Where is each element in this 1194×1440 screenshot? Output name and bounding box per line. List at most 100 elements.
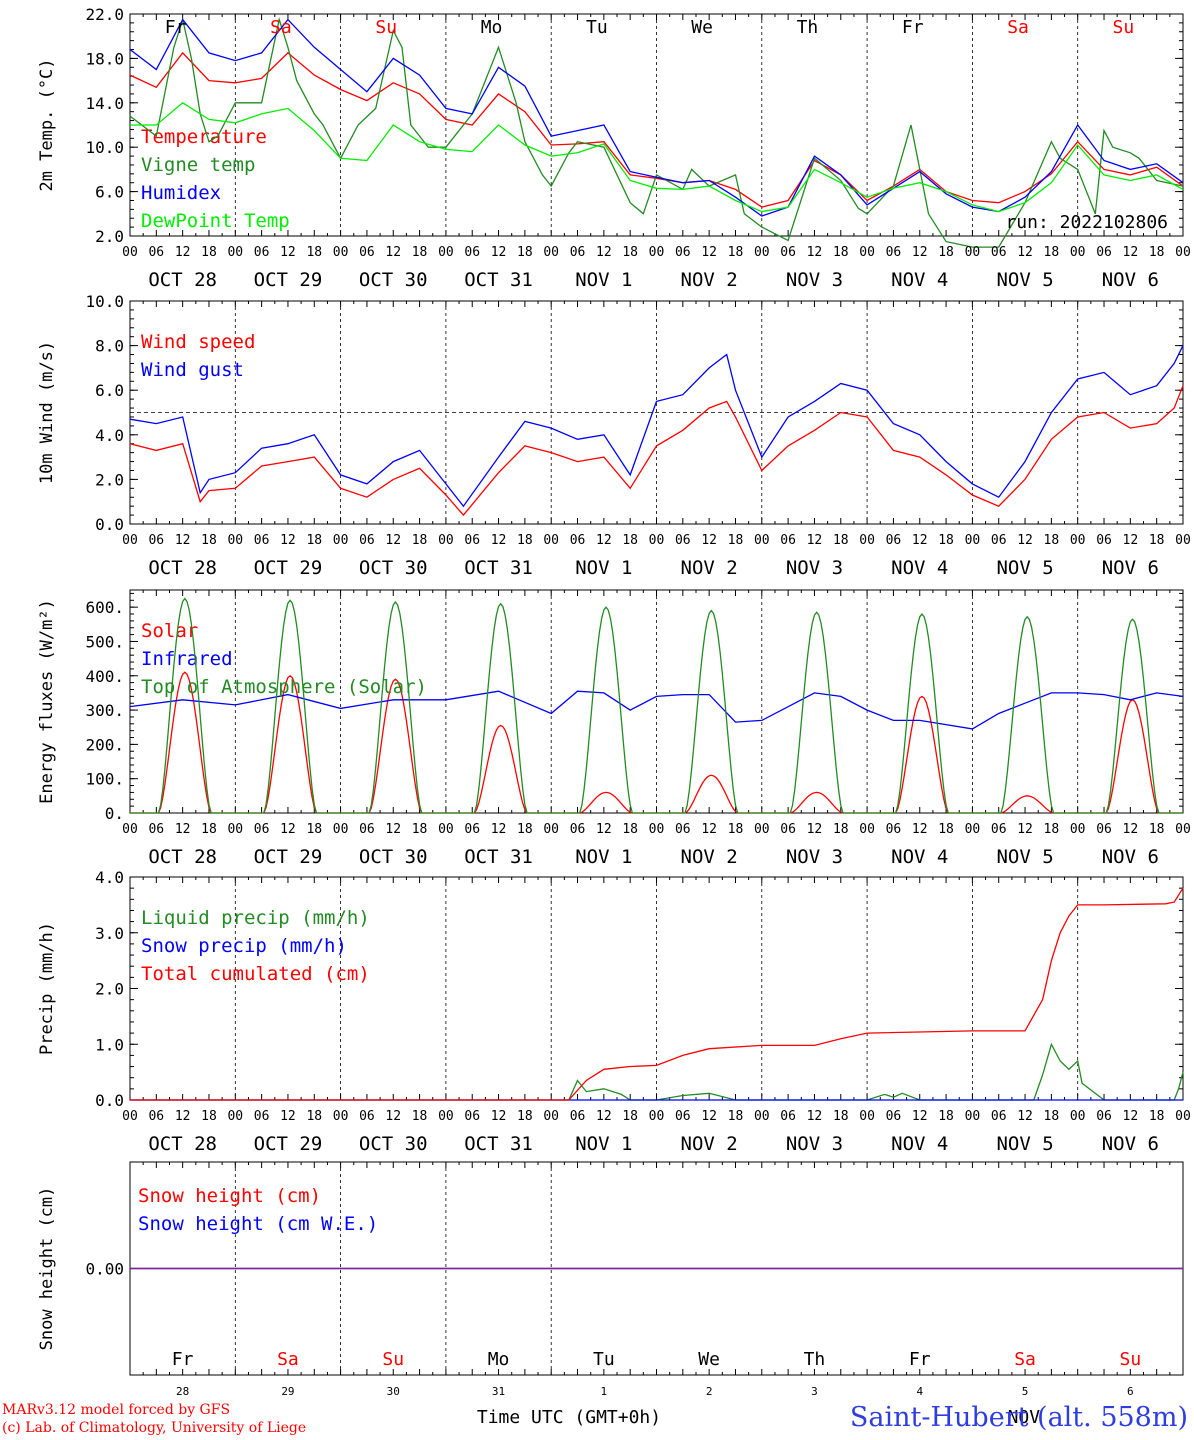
hour-tick-label: 00: [1175, 245, 1191, 260]
hour-tick-label: 00: [333, 1109, 349, 1124]
hour-tick-label: 06: [1096, 822, 1112, 837]
y-tick-label: 10.0: [85, 138, 124, 157]
day-label: OCT 30: [359, 846, 428, 868]
hour-tick-label: 06: [570, 822, 586, 837]
wind-gust-line: [129, 345, 1184, 508]
day-label: NOV 1: [575, 1133, 632, 1155]
legend-liquid-precip-mm-h: Liquid precip (mm/h): [141, 907, 370, 929]
hour-tick-label: 00: [965, 1109, 981, 1124]
hour-tick-label: 06: [780, 1109, 796, 1124]
hour-tick-label: 00: [649, 533, 665, 548]
weekday-label: Su: [1120, 1349, 1142, 1370]
weekday-label: Mo: [481, 17, 503, 38]
hour-tick-label: 18: [833, 245, 849, 260]
hour-tick-label: 00: [649, 245, 665, 260]
day-label: OCT 28: [148, 1133, 217, 1155]
hour-tick-label: 18: [412, 245, 428, 260]
model-credit-line1: MARv3.12 model forced by GFS: [2, 1402, 231, 1418]
hour-tick-label: 00: [122, 245, 138, 260]
y-tick-label: 0.00: [85, 1260, 124, 1279]
hour-tick-label: 00: [1070, 533, 1086, 548]
hour-tick-label: 00: [122, 822, 138, 837]
hour-tick-label: 12: [1017, 533, 1033, 548]
hour-tick-label: 18: [517, 245, 533, 260]
hour-tick-label: 12: [491, 1109, 507, 1124]
y-tick-label: 4.0: [95, 426, 124, 445]
weekday-label: We: [691, 17, 713, 38]
hour-tick-label: 00: [438, 1109, 454, 1124]
day-label: NOV 3: [786, 557, 843, 579]
legend-total-cumulated-cm: Total cumulated (cm): [141, 963, 370, 985]
weekday-label: We: [698, 1349, 720, 1370]
y-tick-label: 0.: [105, 804, 124, 823]
hour-tick-label: 00: [649, 822, 665, 837]
hour-tick-label: 00: [543, 245, 559, 260]
weekday-label: Mo: [488, 1349, 510, 1370]
hour-tick-label: 06: [780, 533, 796, 548]
hour-tick-label: 00: [754, 533, 770, 548]
hour-tick-label: 18: [833, 533, 849, 548]
hour-tick-label: 18: [1149, 533, 1165, 548]
hour-tick-label: 00: [754, 245, 770, 260]
hour-tick-label: 00: [965, 822, 981, 837]
hour-tick-label: 06: [359, 822, 375, 837]
x-axis-label: Time UTC (GMT+0h): [477, 1407, 661, 1428]
humidex-line: [129, 18, 1184, 217]
hour-tick-label: 00: [227, 245, 243, 260]
legend-snow-height-cm-w-e: Snow height (cm W.E.): [138, 1213, 378, 1235]
day-label: NOV 5: [996, 269, 1053, 291]
hour-tick-label: 00: [1070, 245, 1086, 260]
legend-snow-height-cm: Snow height (cm): [138, 1185, 321, 1207]
y-tick-label: 14.0: [85, 94, 124, 113]
hour-tick-label: 06: [675, 1109, 691, 1124]
day-label: NOV 1: [575, 557, 632, 579]
weekday-label: Su: [375, 17, 397, 38]
hour-tick-label: 18: [1149, 1109, 1165, 1124]
hour-tick-label: 00: [438, 533, 454, 548]
hour-tick-label: 12: [1123, 533, 1139, 548]
hour-tick-label: 18: [517, 822, 533, 837]
hour-tick-label: 06: [570, 1109, 586, 1124]
hour-tick-label: 18: [728, 533, 744, 548]
day-label: NOV 4: [891, 846, 948, 868]
y-tick-label: 2.0: [95, 227, 124, 246]
hour-tick-label: 18: [622, 245, 638, 260]
hour-tick-label: 12: [596, 533, 612, 548]
panel-2: 0.0 2.0 4.0 6.0 8.0 10.0 10m Wind (m/s) Wind sp…: [37, 292, 1191, 579]
hour-tick-label: 00: [1175, 533, 1191, 548]
hour-tick-label: 06: [148, 1109, 164, 1124]
legend-top-of-atmosphere-solar: Top of Atmosphere (Solar): [141, 676, 427, 698]
legend-wind-gust: Wind gust: [141, 359, 244, 381]
y-tick-label: 100.: [85, 770, 124, 789]
hour-tick-label: 18: [201, 533, 217, 548]
y-tick-label: 400.: [85, 667, 124, 686]
dewpoint-temp-line: [130, 101, 1184, 213]
hour-tick-label: 00: [1070, 1109, 1086, 1124]
hour-tick-label: 06: [886, 533, 902, 548]
panel-5: 0.00 Snow height (cm) Snow height (cm) Snow…: [37, 1161, 1184, 1428]
hour-tick-label: 12: [596, 1109, 612, 1124]
hour-tick-label: 06: [780, 822, 796, 837]
y-tick-label: 18.0: [85, 49, 124, 68]
infrared-line: [129, 690, 1184, 730]
hour-tick-label: 18: [1149, 822, 1165, 837]
hour-tick-label: 12: [175, 533, 191, 548]
hour-tick-label: 18: [412, 533, 428, 548]
hour-tick-label: 12: [912, 245, 928, 260]
hour-tick-label: 00: [438, 245, 454, 260]
y-axis-label: Precip (mm/h): [37, 922, 57, 1055]
weekday-label: Su: [1113, 17, 1135, 38]
hour-tick-label: 06: [359, 533, 375, 548]
hour-tick-label: 06: [148, 822, 164, 837]
weekday-label: Sa: [270, 17, 292, 38]
weekday-label: Sa: [1007, 17, 1029, 38]
hour-tick-label: 00: [1175, 822, 1191, 837]
day-number: 30: [387, 1385, 400, 1398]
weekday-label: Tu: [593, 1349, 615, 1370]
hour-tick-label: 06: [254, 822, 270, 837]
hour-tick-label: 06: [886, 822, 902, 837]
day-number: 1: [601, 1385, 608, 1398]
hour-tick-label: 00: [333, 533, 349, 548]
top-of-atmosphere-solar-line: [130, 597, 1183, 814]
day-number: 29: [281, 1385, 294, 1398]
